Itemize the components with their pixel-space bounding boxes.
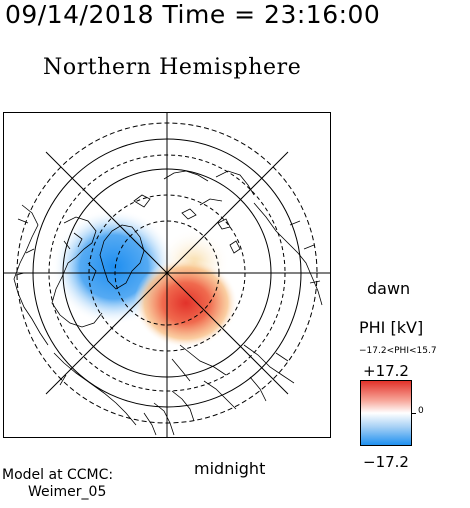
- positive-potential-cell: [134, 258, 238, 348]
- colorbar-range-text: −17.2<PHI<15.7: [359, 346, 437, 356]
- colorbar-min-label: −17.2: [363, 453, 409, 471]
- plot-title: Northern Hemisphere: [43, 55, 302, 80]
- header-date-time: 09/14/2018 Time = 23:16:00: [5, 0, 381, 29]
- colorbar-zero-tick: [412, 413, 416, 414]
- polar-map: [4, 113, 330, 437]
- coastline-scandinavia: [143, 390, 195, 436]
- polar-map-frame: [3, 112, 331, 438]
- model-label: Model at CCMC:: [2, 467, 114, 483]
- colorbar: [360, 380, 412, 446]
- dawn-label: dawn: [367, 279, 411, 298]
- colorbar-title: PHI [kV]: [359, 318, 424, 337]
- coastline-east-asia: [243, 344, 295, 402]
- midnight-label: midnight: [194, 459, 266, 478]
- meridian-diag-2: [45, 151, 289, 395]
- colorbar-max-label: +17.2: [363, 362, 409, 380]
- model-name: Weimer_05: [28, 484, 107, 500]
- coastline-canada-arctic: [51, 216, 103, 328]
- coastline-islands: [133, 194, 241, 254]
- colorbar-zero-label: 0: [418, 406, 424, 416]
- coastline-siberia: [253, 202, 323, 306]
- coastline-alaska: [53, 352, 137, 426]
- coastline-greenland: [99, 224, 145, 290]
- coastline-europe: [163, 170, 255, 206]
- coastline-russia-arctic: [171, 344, 237, 410]
- coastline-north-america: [13, 204, 49, 346]
